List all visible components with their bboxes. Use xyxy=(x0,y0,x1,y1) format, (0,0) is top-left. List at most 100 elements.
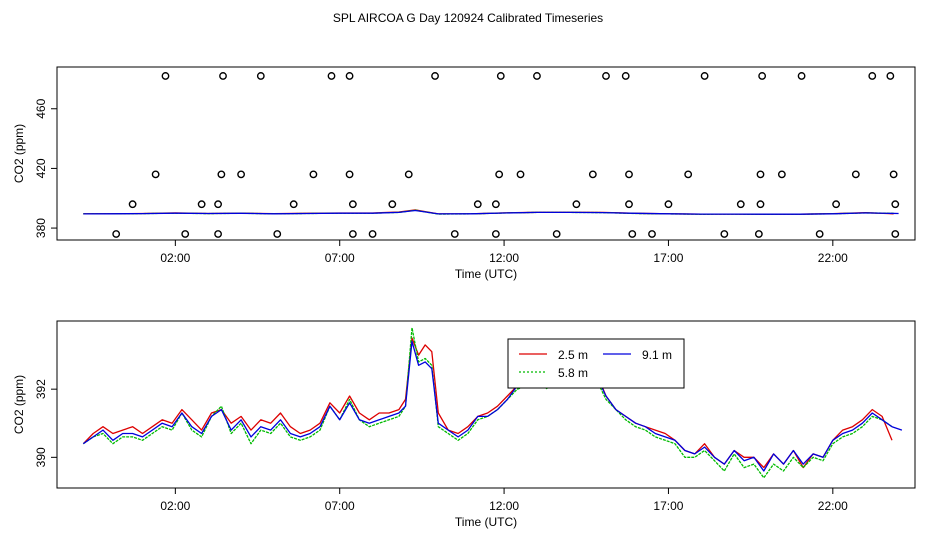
outlier-point xyxy=(348,230,357,238)
bottom-x-axis: 02:00 07:00 12:00 17:00 22:00 xyxy=(160,488,848,513)
outlier-point xyxy=(625,200,633,209)
bottom-x-axis-title: Time (UTC) xyxy=(455,515,517,529)
top-outlier-points xyxy=(112,72,900,238)
outlier-point xyxy=(720,230,729,238)
top-y-tick-label: 420 xyxy=(34,158,48,178)
bottom-series-2-5m xyxy=(82,337,893,469)
bottom-x-tick-label: 22:00 xyxy=(818,499,848,513)
outlier-point xyxy=(197,200,206,209)
outlier-point xyxy=(886,72,895,80)
bottom-x-tick-label: 12:00 xyxy=(489,499,519,513)
bottom-x-tick-label: 17:00 xyxy=(653,499,683,513)
outlier-point xyxy=(891,230,900,238)
outlier-point xyxy=(368,230,377,238)
bottom-x-tick-label: 07:00 xyxy=(325,499,355,513)
outlier-point xyxy=(832,200,841,209)
outlier-point xyxy=(256,72,265,80)
outlier-point xyxy=(237,170,245,179)
outlier-point xyxy=(588,170,597,179)
top-x-tick-label: 02:00 xyxy=(160,251,190,265)
top-y-tick-label: 380 xyxy=(34,218,48,238)
outlier-point xyxy=(491,230,500,238)
bottom-y-axis-title: CO2 (ppm) xyxy=(12,375,26,434)
outlier-point xyxy=(736,200,745,209)
outlier-point xyxy=(891,200,900,209)
bottom-panel-line: 02:00 07:00 12:00 17:00 22:00 390 392 Time (U… xyxy=(12,320,916,529)
legend-label-5-8m: 5.8 m xyxy=(558,366,588,380)
outlier-point xyxy=(684,170,693,179)
outlier-point xyxy=(815,230,824,238)
outlier-point xyxy=(450,230,459,238)
top-x-tick-label: 22:00 xyxy=(818,251,848,265)
bottom-y-tick-label: 392 xyxy=(34,379,48,399)
outlier-point xyxy=(491,200,500,209)
outlier-point xyxy=(758,72,767,80)
bottom-series-lines xyxy=(82,327,903,479)
top-x-axis-title: Time (UTC) xyxy=(455,267,517,281)
bottom-plot-frame xyxy=(56,320,916,489)
outlier-point xyxy=(217,170,226,179)
outlier-point xyxy=(754,230,763,238)
outlier-point xyxy=(851,170,860,179)
outlier-point xyxy=(533,72,541,80)
top-x-tick-label: 17:00 xyxy=(653,251,683,265)
outlier-point xyxy=(473,200,482,209)
outlier-point xyxy=(572,200,581,209)
top-panel-scatter: 02:00 07:00 12:00 17:00 22:00 380 420 460 Time… xyxy=(12,66,916,281)
top-x-tick-label: 07:00 xyxy=(325,251,355,265)
outlier-point xyxy=(648,230,656,238)
outlier-point xyxy=(309,170,318,179)
outlier-point xyxy=(602,72,610,80)
legend-label-9-1m: 9.1 m xyxy=(642,348,672,362)
bottom-y-tick-label: 390 xyxy=(34,447,48,467)
outlier-point xyxy=(181,230,190,238)
outlier-point xyxy=(625,170,633,179)
outlier-point xyxy=(664,200,673,209)
outlier-point xyxy=(273,230,282,238)
outlier-point xyxy=(404,170,413,179)
outlier-point xyxy=(348,200,357,209)
bottom-series-5-8m xyxy=(82,327,893,479)
top-series-9-1m xyxy=(83,209,899,215)
figure-title: SPL AIRCOA G Day 120924 Calibrated Times… xyxy=(333,11,603,25)
outlier-point xyxy=(756,170,765,179)
outlier-point xyxy=(128,200,137,209)
top-y-axis-title: CO2 (ppm) xyxy=(12,124,26,183)
top-series-lines xyxy=(83,209,899,215)
legend-box xyxy=(507,338,685,389)
outlier-point xyxy=(628,230,637,238)
outlier-point xyxy=(889,170,898,179)
bottom-series-9-1m xyxy=(82,340,903,472)
outlier-point xyxy=(214,200,222,209)
outlier-point xyxy=(756,200,765,209)
top-y-axis: 380 420 460 xyxy=(34,98,57,238)
outlier-point xyxy=(495,170,504,179)
outlier-point xyxy=(112,230,121,238)
top-x-axis: 02:00 07:00 12:00 17:00 22:00 xyxy=(160,240,848,265)
outlier-point xyxy=(700,72,709,80)
outlier-point xyxy=(516,170,525,179)
outlier-point xyxy=(552,230,561,238)
outlier-point xyxy=(219,72,227,80)
legend-label-2-5m: 2.5 m xyxy=(558,348,588,362)
outlier-point xyxy=(868,72,877,80)
bottom-y-axis: 390 392 xyxy=(34,379,57,467)
outlier-point xyxy=(621,72,630,80)
top-x-tick-label: 12:00 xyxy=(489,251,519,265)
outlier-point xyxy=(388,200,397,209)
top-plot-frame xyxy=(56,66,916,241)
outlier-point xyxy=(431,72,439,80)
outlier-point xyxy=(161,72,170,80)
outlier-point xyxy=(345,170,354,179)
outlier-point xyxy=(289,200,298,209)
outlier-point xyxy=(345,72,354,80)
outlier-point xyxy=(797,72,806,80)
bottom-x-tick-label: 02:00 xyxy=(160,499,190,513)
top-y-tick-label: 460 xyxy=(34,98,48,118)
legend: 2.5 m 9.1 m 5.8 m xyxy=(507,338,685,389)
outlier-point xyxy=(777,170,786,179)
outlier-point xyxy=(496,72,505,80)
outlier-point xyxy=(151,170,160,179)
outlier-point xyxy=(327,72,336,80)
